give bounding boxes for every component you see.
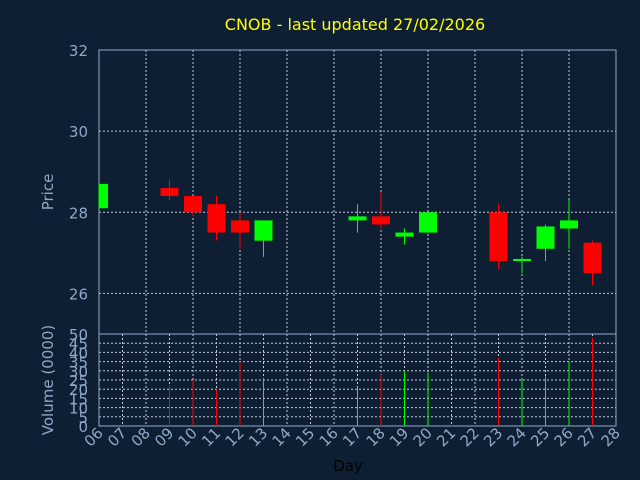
candle <box>207 196 226 241</box>
candle-body <box>160 187 179 197</box>
volume-tick-label: 25 <box>69 372 88 390</box>
candle-body <box>254 220 273 241</box>
candle <box>348 204 367 233</box>
x-tick-label: 19 <box>386 424 412 450</box>
x-tick-label: 18 <box>363 424 389 450</box>
x-tick-label: 11 <box>198 424 224 450</box>
candle-body <box>207 204 226 233</box>
chart-title: CNOB - last updated 27/02/2026 <box>225 15 485 34</box>
candle-body <box>395 232 414 237</box>
x-tick-label: 13 <box>245 424 271 450</box>
candle-body <box>99 183 108 209</box>
candle <box>231 212 249 249</box>
candle <box>184 196 202 217</box>
candle <box>583 240 602 286</box>
candle-body <box>489 212 508 261</box>
candle-body <box>583 242 602 274</box>
volume-tick-label: 15 <box>69 390 88 408</box>
x-tick-label: 15 <box>292 424 318 450</box>
volume-tick-label: 20 <box>69 381 88 399</box>
volume-tick-label: 50 <box>69 326 88 344</box>
candle <box>372 192 390 229</box>
candle-body <box>372 216 390 225</box>
candle-body <box>231 220 249 233</box>
candle <box>419 212 437 233</box>
price-tick-label: 28 <box>69 204 88 222</box>
x-tick-label: 16 <box>316 424 342 450</box>
x-axis-label: Day <box>333 457 363 475</box>
candle <box>254 220 273 257</box>
volume-axis-label: Volume (0000) <box>39 325 57 435</box>
candle <box>98 183 108 209</box>
x-tick-label: 26 <box>551 424 577 450</box>
x-tick-label: 23 <box>480 424 506 450</box>
x-tick-label: 25 <box>527 424 553 450</box>
price-tick-label: 26 <box>69 285 88 303</box>
volume-tick-label: 5 <box>78 409 88 427</box>
candle <box>536 224 555 261</box>
candle-body <box>184 196 202 213</box>
price-tick-label: 32 <box>69 42 88 60</box>
volume-tick-label: 40 <box>69 344 88 362</box>
volume-tick-label: 35 <box>69 354 88 372</box>
x-tick-label: 27 <box>574 424 600 450</box>
volume-tick-label: 30 <box>69 363 88 381</box>
x-tick-label: 22 <box>457 424 483 450</box>
volume-tick-label: 45 <box>69 335 88 353</box>
candle-body <box>348 216 367 221</box>
price-panel: 26 28 30 32 Price <box>39 42 617 335</box>
x-tick-label: 10 <box>175 424 201 450</box>
x-tick-label: 21 <box>433 424 459 450</box>
x-tick-label: 20 <box>410 424 436 450</box>
x-tick-label: 14 <box>269 424 295 450</box>
x-tick-label: 24 <box>504 424 530 450</box>
candle-body <box>536 226 555 249</box>
price-tick-label: 30 <box>69 123 88 141</box>
x-tick-label: 09 <box>151 424 177 450</box>
x-tick-label: 12 <box>222 424 248 450</box>
x-tick-label: 17 <box>339 424 365 450</box>
candle <box>560 200 578 249</box>
x-tick-label: 28 <box>598 424 624 450</box>
volume-tick-label: 10 <box>69 400 88 418</box>
candle <box>513 256 531 274</box>
candle-body <box>513 258 531 261</box>
x-tick-label: 07 <box>104 424 130 450</box>
candle <box>160 179 179 201</box>
candle-body <box>419 212 437 233</box>
price-axis-label: Price <box>39 174 57 211</box>
candle-body <box>560 220 578 229</box>
candle <box>395 228 414 245</box>
volume-tick-label: 0 <box>78 418 88 436</box>
x-tick-label: 08 <box>128 424 154 450</box>
candle <box>489 204 508 270</box>
